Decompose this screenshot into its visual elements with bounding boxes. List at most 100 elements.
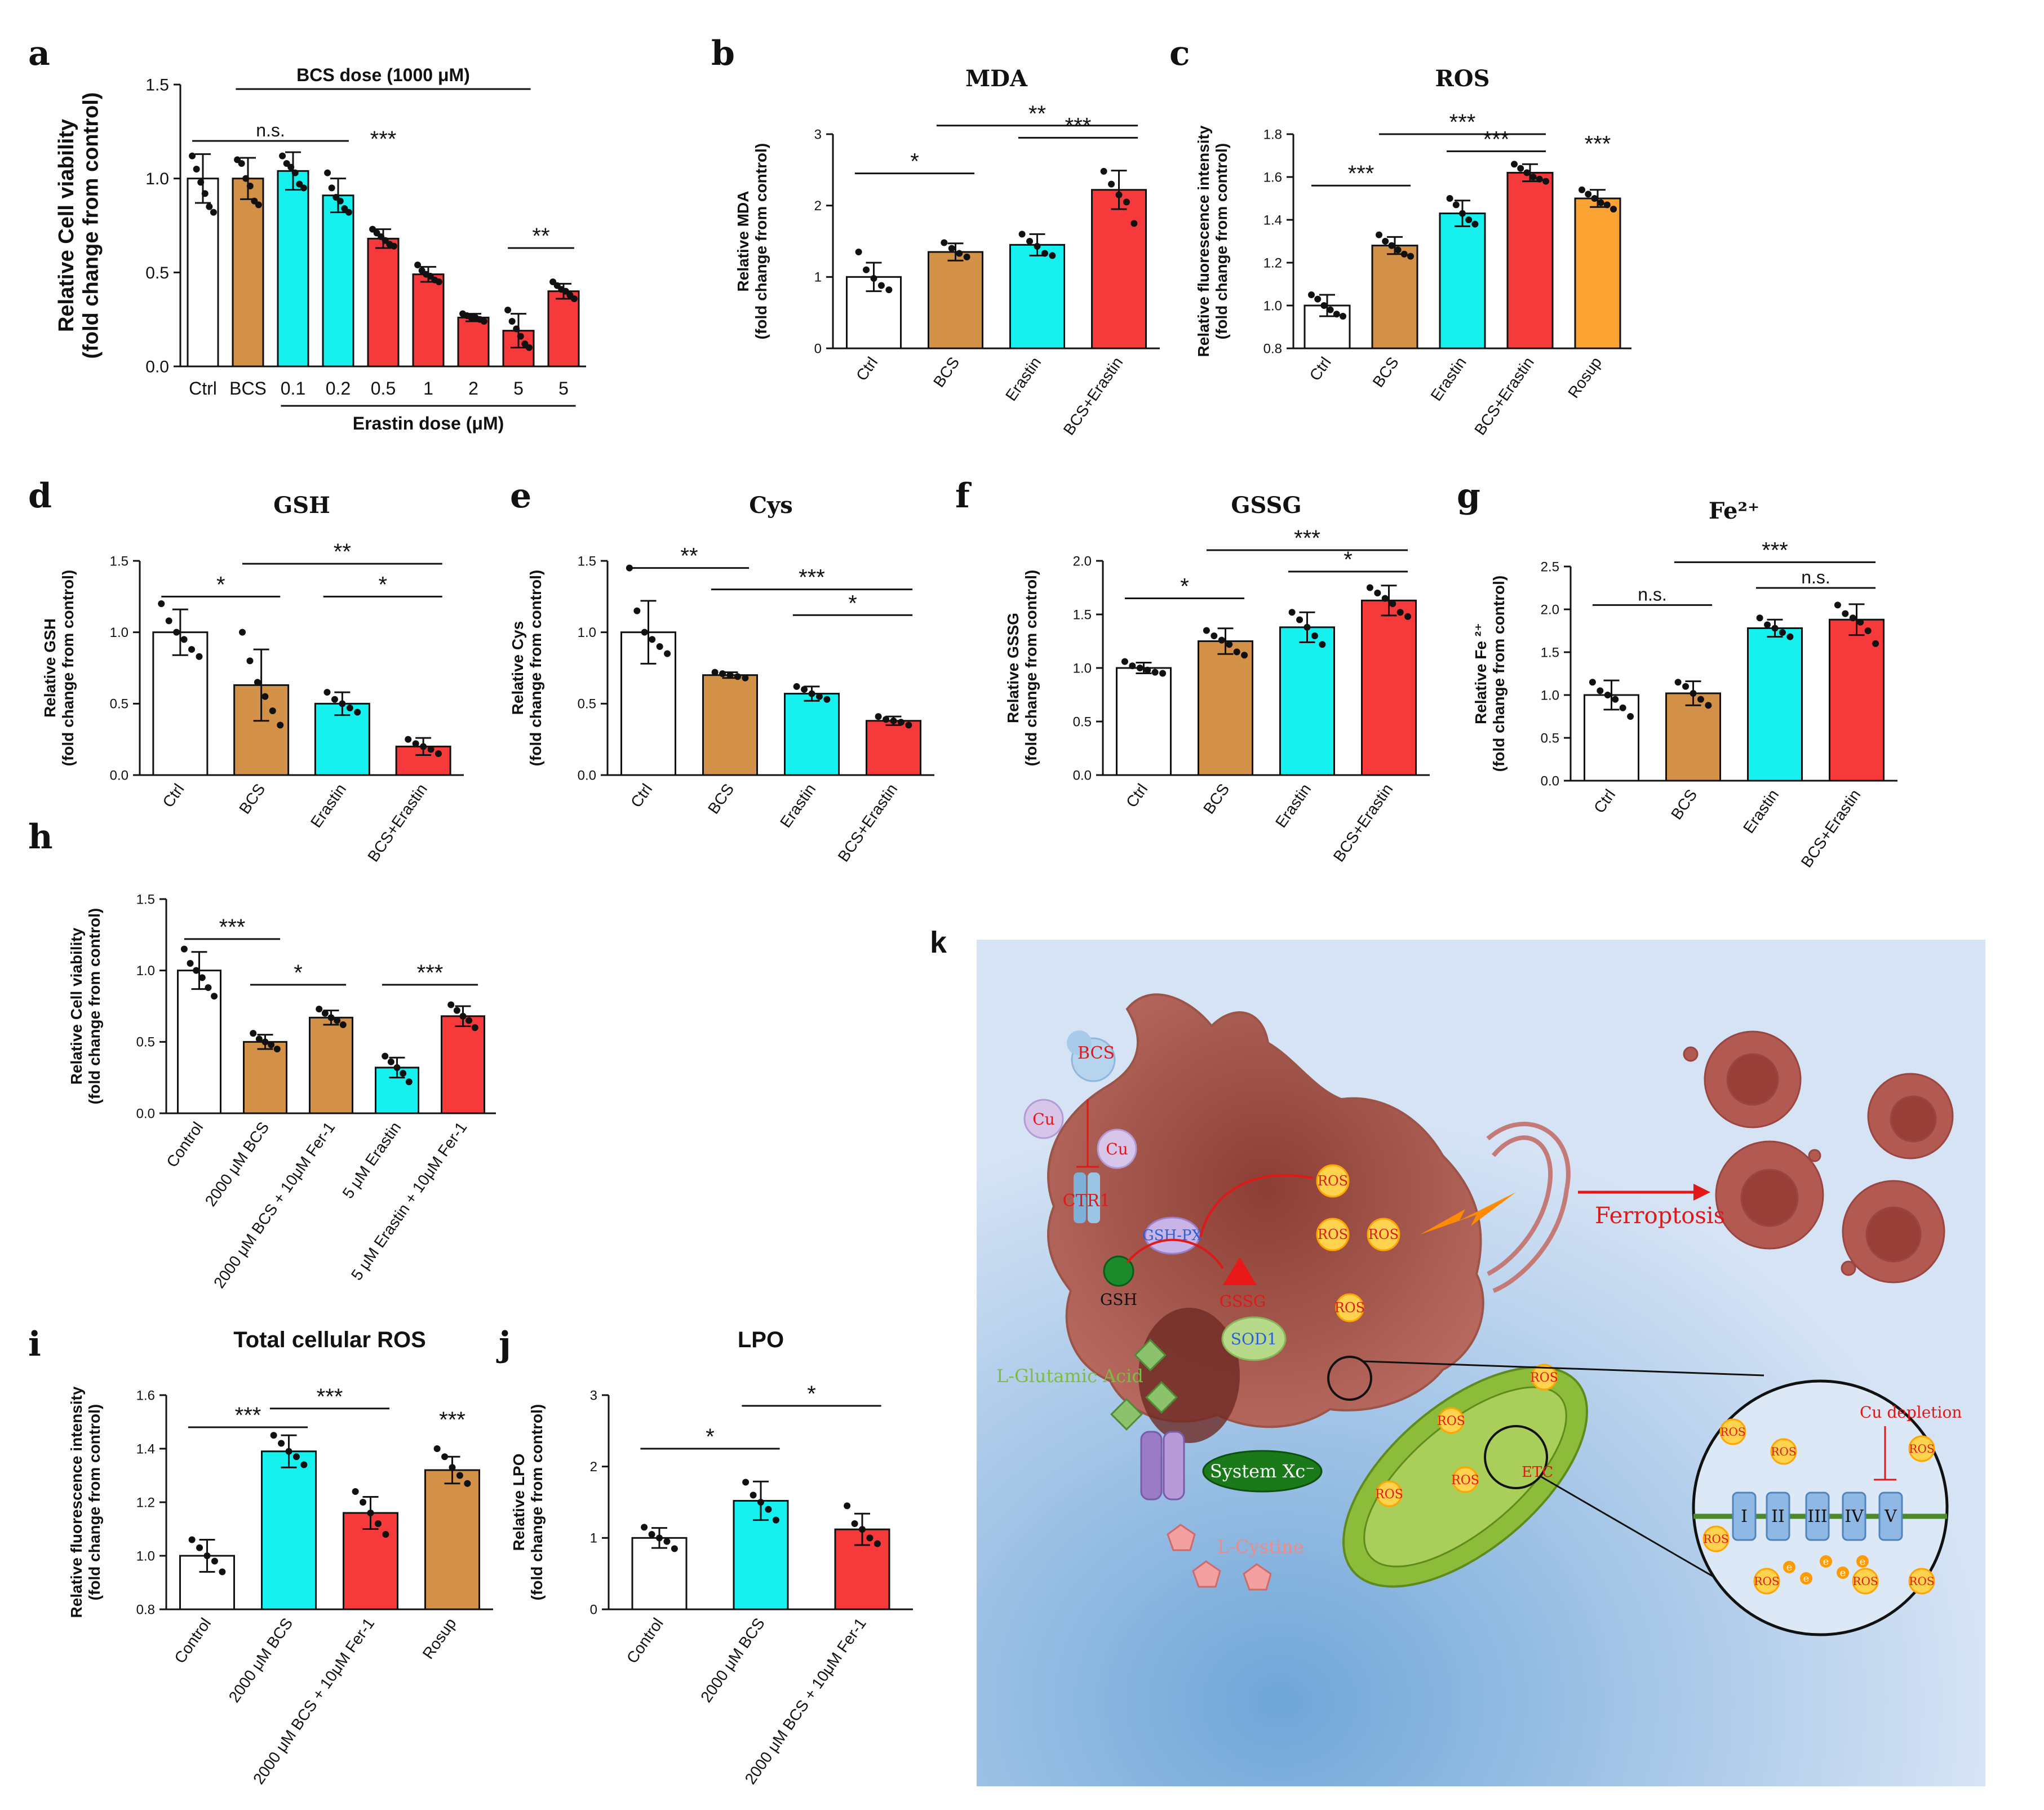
y-tick-label-b: 1 [814,270,822,285]
data-point-a-7 [508,318,516,325]
data-point-e-2 [793,683,800,690]
y-tick-label-f: 1.5 [1073,607,1092,622]
data-point-j-1 [742,1479,750,1486]
data-point-c-2 [1459,210,1466,217]
data-point-j-2 [851,1520,858,1527]
data-point-g-0 [1612,696,1619,703]
significance-star-i: *** [439,1408,465,1432]
data-point-c-1 [1388,242,1395,249]
data-point-g-1 [1682,683,1690,690]
x-tick-label-e-0: Ctrl [627,781,655,811]
etc-complex-label-1: I [1741,1507,1748,1526]
y-axis-label-line: (fold change from control) [86,908,103,1104]
l-cystine-label: L-Cystine [1217,1536,1304,1557]
x-tick-label-b-0: Ctrl [853,354,881,384]
data-point-f-2 [1311,632,1318,639]
y-tick-label-h: 0.0 [136,1106,155,1121]
ros-star [1702,1525,1730,1552]
data-point-f-1 [1241,652,1248,659]
data-point-e-3 [875,713,882,720]
data-point-i-0 [211,1557,218,1565]
cu1-label: Cu [1032,1110,1054,1129]
data-point-a-1 [255,201,262,209]
data-point-e-2 [815,693,823,700]
data-point-g-3 [1849,614,1856,622]
glutamic-acid-diamonds [1110,1339,1178,1431]
y-axis-label-line: (fold change from control) [1490,576,1507,772]
ferroptosis-arrowhead [1693,1184,1710,1201]
y-tick-label-j: 1 [590,1531,597,1546]
dead-cells [1683,1030,1954,1284]
y-axis-label-line: Relative fluorescence intensity [68,1386,85,1618]
data-point-g-0 [1619,704,1626,711]
cu2-label: Cu [1106,1140,1128,1158]
x-tick-label-d-2: Erastin [307,781,349,831]
y-axis-label-line: (fold change from control) [1213,143,1230,339]
x-tick-label-c-1: BCS [1369,354,1402,391]
x-tick-label-h-1: 2000 μM BCS [202,1119,273,1210]
x-tick-label-h-0: Control [163,1119,206,1171]
data-point-a-7 [504,307,512,313]
chart-c: c ROS 0.8 1.0 1.2 1.4 1.6 1.8 Relative fluoresce… [1169,34,1631,438]
data-point-e-0 [633,607,641,614]
data-point-b-2 [1026,238,1034,245]
data-point-i-3 [456,1472,463,1479]
x-tick-label-b-2: Erastin [1002,354,1044,404]
bar-g-1 [1665,692,1721,782]
data-point-a-3 [336,197,344,205]
data-point-a-1 [242,175,250,182]
data-point-j-0 [671,1545,678,1552]
y-tick-label-i: 1.0 [136,1548,155,1564]
x-tick-label-a-4: 0.5 [371,378,396,399]
data-point-i-1 [292,1453,300,1461]
data-point-i-1 [300,1461,308,1468]
data-point-j-2 [874,1540,881,1547]
data-point-d-0 [158,600,165,607]
y-axis-label-line: Relative fluorescence intensity [1195,125,1212,357]
data-point-g-2 [1771,625,1779,632]
endoplasmic-reticulum [1486,1122,1571,1293]
bar-f-1 [1198,640,1253,776]
data-point-d-1 [239,629,246,636]
data-point-g-0 [1597,687,1604,694]
electron-dot [1783,1561,1795,1573]
etc-complex-1 [1732,1492,1757,1541]
data-point-i-3 [433,1445,441,1452]
data-point-a-3 [345,209,352,216]
data-point-b-0 [885,286,893,294]
chart-e: e Cys 0.0 0.5 1.0 1.5 Relative Cys(fold change… [509,476,934,865]
chart-title-d: GSH [273,492,330,519]
svg-text:ROS: ROS [1368,1227,1399,1242]
ros-star [1908,1568,1935,1595]
data-point-c-1 [1400,250,1408,258]
data-point-a-5 [435,278,442,285]
y-axis-label-line: Relative Cell viability [55,119,78,332]
y-tick-label-b: 0 [814,341,822,356]
data-point-a-1 [238,160,245,167]
x-tick-label-b-1: BCS [930,354,963,391]
lightning-icon [1420,1192,1516,1234]
svg-text:ROS: ROS [1530,1371,1558,1385]
ros-label: ROS [1720,1425,1745,1439]
y-tick-label-b: 3 [814,127,822,142]
y-axis-label-b: Relative MDA(fold change from control) [734,143,770,339]
svg-text:ROS: ROS [1437,1414,1465,1428]
data-point-b-0 [855,249,862,255]
y-axis-label-f: Relative GSSG(fold change from control) [1004,570,1040,766]
data-point-h-2 [334,1017,341,1024]
etc-complex-5 [1878,1492,1903,1541]
x-tick-label-g-1: BCS [1668,786,1700,823]
data-point-j-2 [866,1534,874,1542]
data-point-d-2 [331,696,338,703]
data-point-h-4 [465,1017,473,1024]
bar-a-6 [457,316,490,368]
panel-letter-j: j [496,1325,511,1364]
significance-label-a-1: ** [532,224,549,249]
x-tick-label-h-4: 5 μM Erastin + 10μM Fer-1 [348,1119,470,1284]
y-axis-label-line: (fold change from control) [752,143,770,339]
x-tick-label-c-0: Ctrl [1306,354,1334,384]
gssg-label: GSSG [1220,1292,1266,1311]
ferroptosis-label: Ferroptosis [1595,1203,1725,1229]
data-point-b-1 [941,239,948,246]
